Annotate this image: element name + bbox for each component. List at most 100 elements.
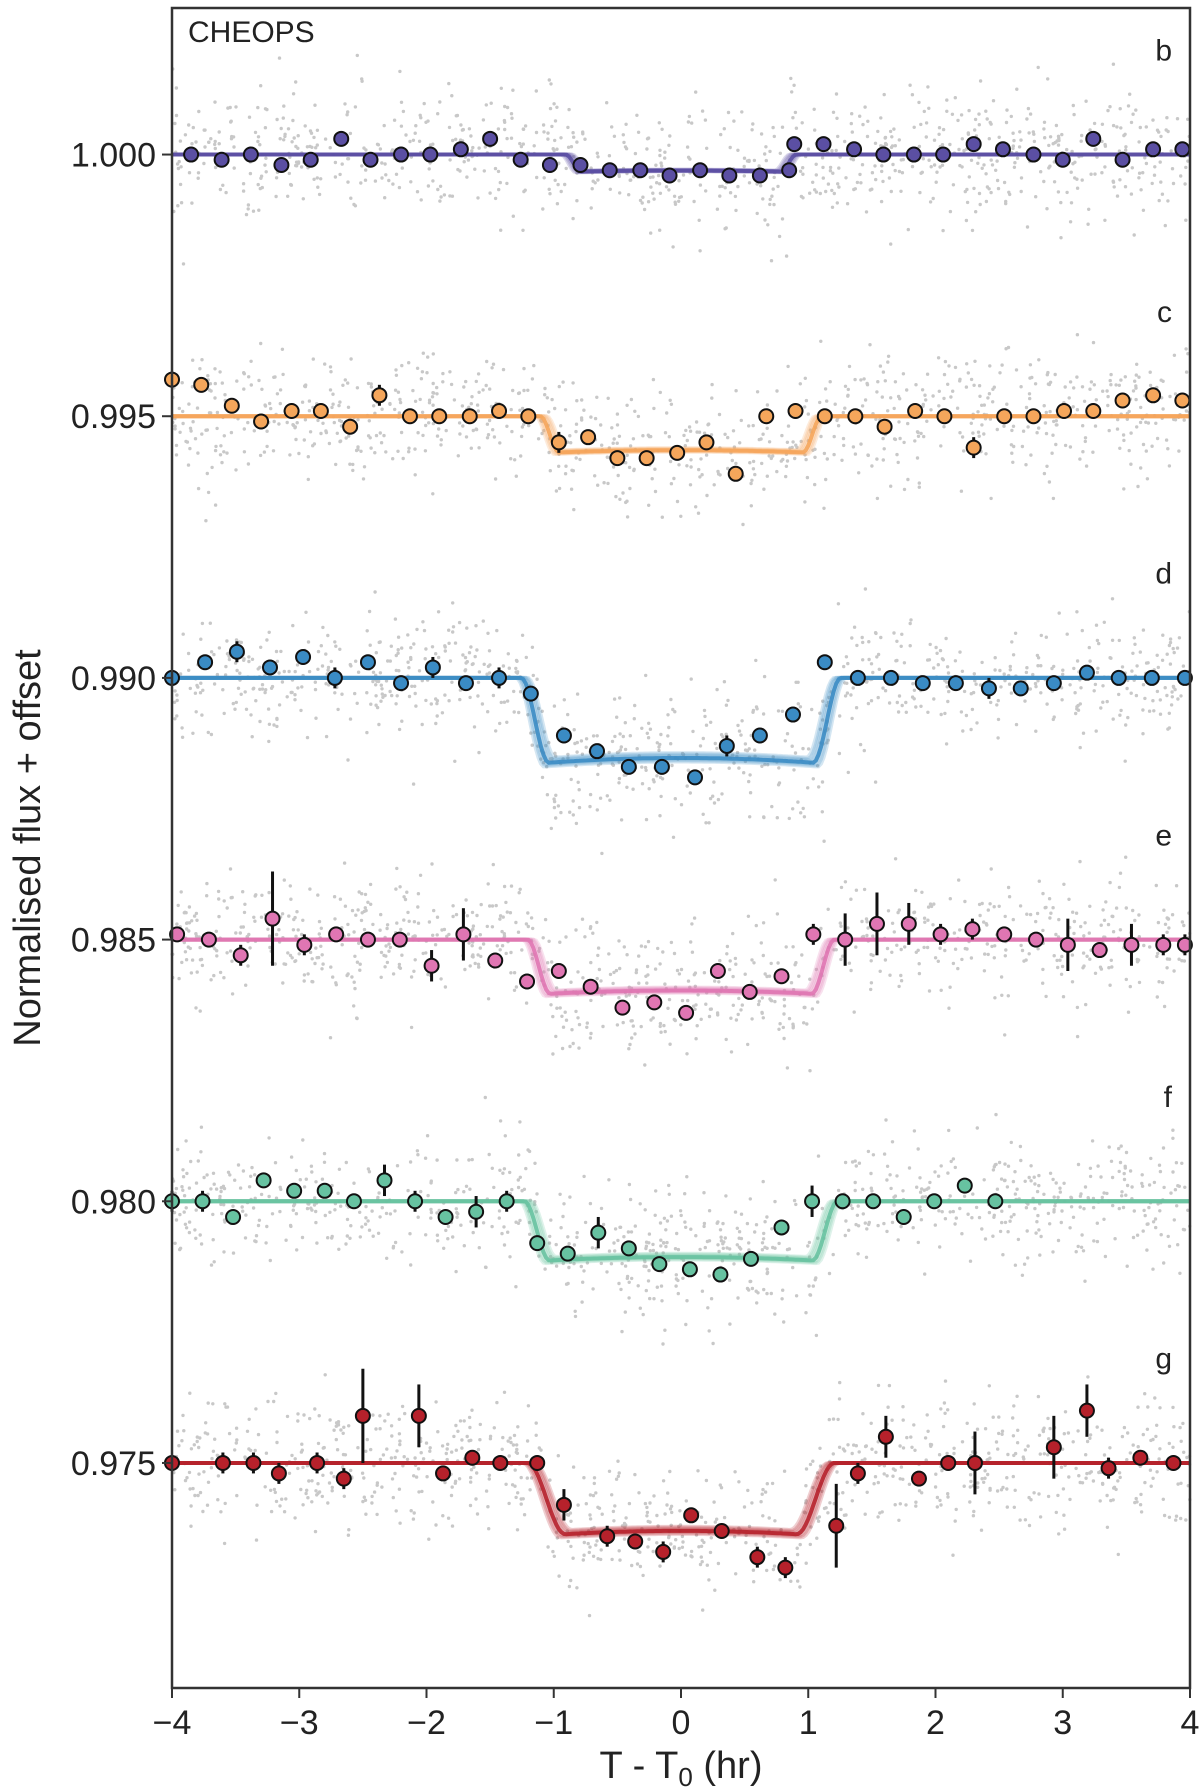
raw-point-b [870,171,875,175]
raw-point-e [707,1014,712,1019]
raw-point-c [339,419,344,424]
raw-point-c [186,463,191,467]
raw-point-d [798,705,803,709]
raw-point-c [682,433,686,438]
raw-point-b [1158,160,1162,164]
raw-point-b [419,198,423,202]
raw-point-g [767,1516,771,1520]
raw-point-b [651,175,655,179]
raw-point-e [192,914,197,918]
raw-point-e [693,1007,697,1011]
raw-point-f [490,1224,494,1229]
raw-point-f [199,1242,204,1246]
raw-point-f [689,1227,693,1231]
raw-point-f [1078,1205,1082,1209]
raw-point-d [1099,706,1103,710]
raw-point-b [996,186,1001,191]
raw-point-e [717,980,721,984]
raw-point-f [508,1255,512,1259]
raw-point-b [469,134,473,138]
raw-point-g [815,1536,819,1540]
raw-point-c [1138,420,1143,425]
raw-point-d [618,748,623,752]
raw-point-d [633,703,637,708]
raw-point-c [218,370,222,374]
raw-point-f [707,1274,711,1278]
raw-point-f [683,1220,687,1224]
raw-point-c [767,440,772,444]
raw-point-e [218,970,223,975]
raw-point-d [657,745,661,749]
raw-point-c [574,429,578,434]
raw-point-f [554,1242,558,1247]
raw-point-f [1151,1267,1155,1271]
raw-point-d [579,739,584,743]
raw-point-d [575,750,579,754]
raw-point-e [546,961,550,965]
raw-point-b [296,161,301,165]
raw-point-f [792,1198,797,1203]
raw-point-b [493,166,498,171]
raw-point-d [879,635,883,640]
raw-point-b [818,191,822,196]
raw-point-e [464,898,468,902]
raw-point-c [726,435,730,440]
raw-point-b [550,124,554,129]
raw-point-c [716,469,720,474]
raw-point-g [1046,1453,1050,1457]
raw-point-b [505,136,509,141]
raw-point-b [881,179,885,184]
raw-point-c [865,381,869,386]
raw-point-b [348,131,353,136]
raw-point-e [734,1018,739,1022]
raw-point-c [881,436,885,441]
raw-point-b [218,187,223,192]
raw-point-c [836,424,841,428]
raw-point-e [1057,917,1061,922]
raw-point-d [1124,723,1128,727]
raw-point-f [674,1277,679,1281]
raw-point-g [469,1475,473,1480]
raw-point-b [951,183,956,187]
raw-point-f [1001,1253,1005,1257]
raw-point-b [776,184,780,189]
raw-point-f [623,1310,627,1314]
raw-point-d [379,683,383,687]
raw-point-d [621,734,625,739]
raw-point-c [1081,450,1085,454]
raw-point-c [180,381,184,385]
raw-point-d [1036,679,1040,683]
raw-point-e [746,914,751,918]
raw-point-b [917,100,921,105]
raw-point-g [713,1520,717,1524]
raw-point-f [300,1235,305,1240]
raw-point-c [413,399,418,403]
raw-point-c [612,437,616,441]
raw-point-f [477,1246,481,1250]
raw-point-g [1085,1439,1090,1444]
raw-point-f [1149,1156,1153,1161]
raw-point-e [1182,923,1186,928]
raw-point-d [573,741,577,746]
raw-point-c [348,462,352,466]
raw-point-e [360,911,364,915]
raw-point-e [618,966,622,971]
raw-point-c [813,455,817,459]
raw-point-c [235,379,239,383]
raw-point-c [430,395,435,399]
raw-point-g [400,1404,405,1409]
raw-point-c [485,436,490,440]
raw-point-b [977,123,981,127]
raw-point-c [946,382,950,386]
raw-point-b [346,180,350,184]
raw-point-d [861,658,865,662]
raw-point-d [1010,640,1014,644]
raw-point-e [558,940,562,944]
raw-point-d [730,753,735,757]
raw-point-c [785,459,790,463]
raw-point-g [1021,1455,1025,1459]
raw-point-b [224,190,228,195]
raw-point-e [416,892,421,896]
raw-point-g [1047,1437,1051,1441]
raw-point-d [1152,709,1156,713]
